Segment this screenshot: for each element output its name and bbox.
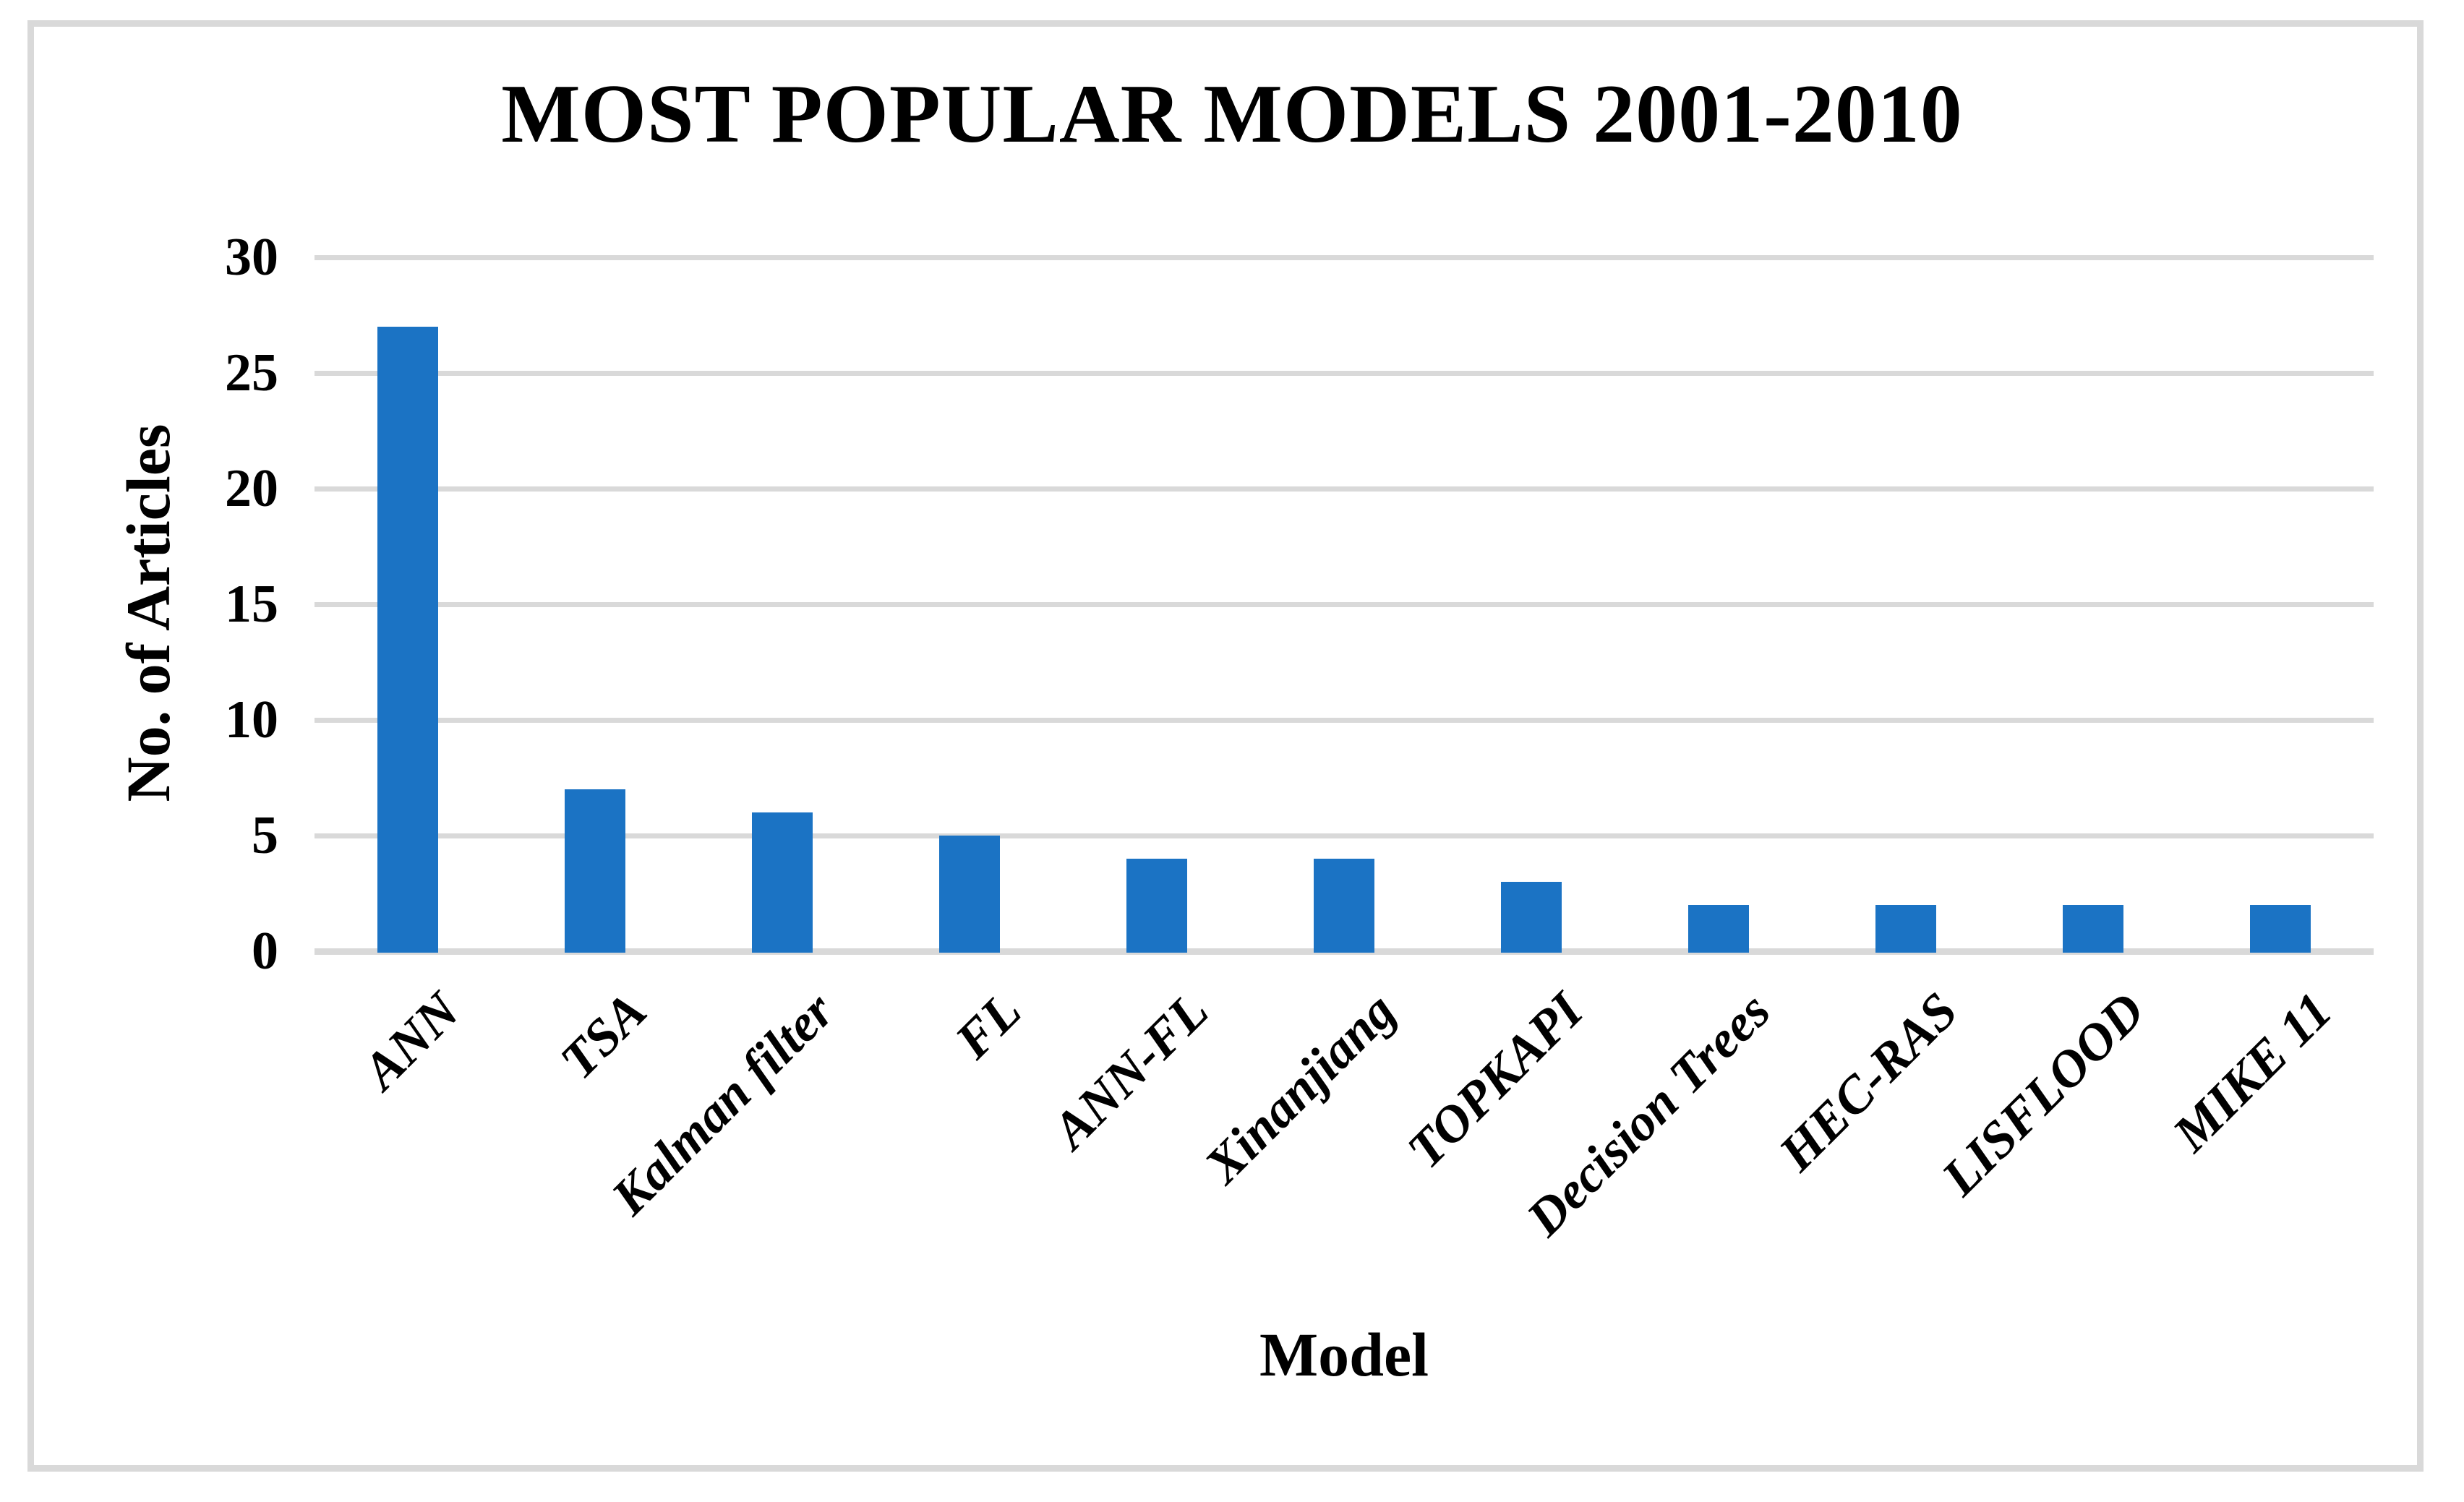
bar-lisflood: [2062, 905, 2123, 953]
y-tick-label-10: 10: [225, 690, 278, 750]
y-tick-label-25: 25: [225, 343, 278, 403]
bar-ann: [377, 327, 439, 953]
x-axis-title: Model: [1259, 1320, 1429, 1389]
gridline-y25: [315, 370, 2374, 376]
bar-mike-11: [2249, 905, 2311, 953]
bar-kalman-filter: [752, 812, 813, 953]
bar-ann-fl: [1126, 859, 1188, 953]
bar-decision-trees: [1687, 905, 1749, 953]
y-tick-label-30: 30: [225, 228, 278, 287]
bar-fl: [939, 836, 1001, 953]
y-tick-label-0: 0: [252, 922, 278, 981]
y-tick-label-20: 20: [225, 459, 278, 518]
y-tick-label-5: 5: [252, 806, 278, 865]
chart-title: MOST POPULAR MODELS 2001-2010: [501, 68, 1963, 160]
bar-tsa: [565, 789, 626, 953]
y-tick-label-15: 15: [225, 575, 278, 634]
gridline-y10: [315, 717, 2374, 723]
bar-topkapi: [1500, 882, 1562, 953]
gridline-y15: [315, 601, 2374, 607]
gridline-y30: [315, 254, 2374, 260]
gridline-y5: [315, 833, 2374, 838]
gridline-y20: [315, 486, 2374, 492]
bar-hec-ras: [1875, 905, 1936, 953]
bar-xinanjiang: [1314, 859, 1374, 953]
